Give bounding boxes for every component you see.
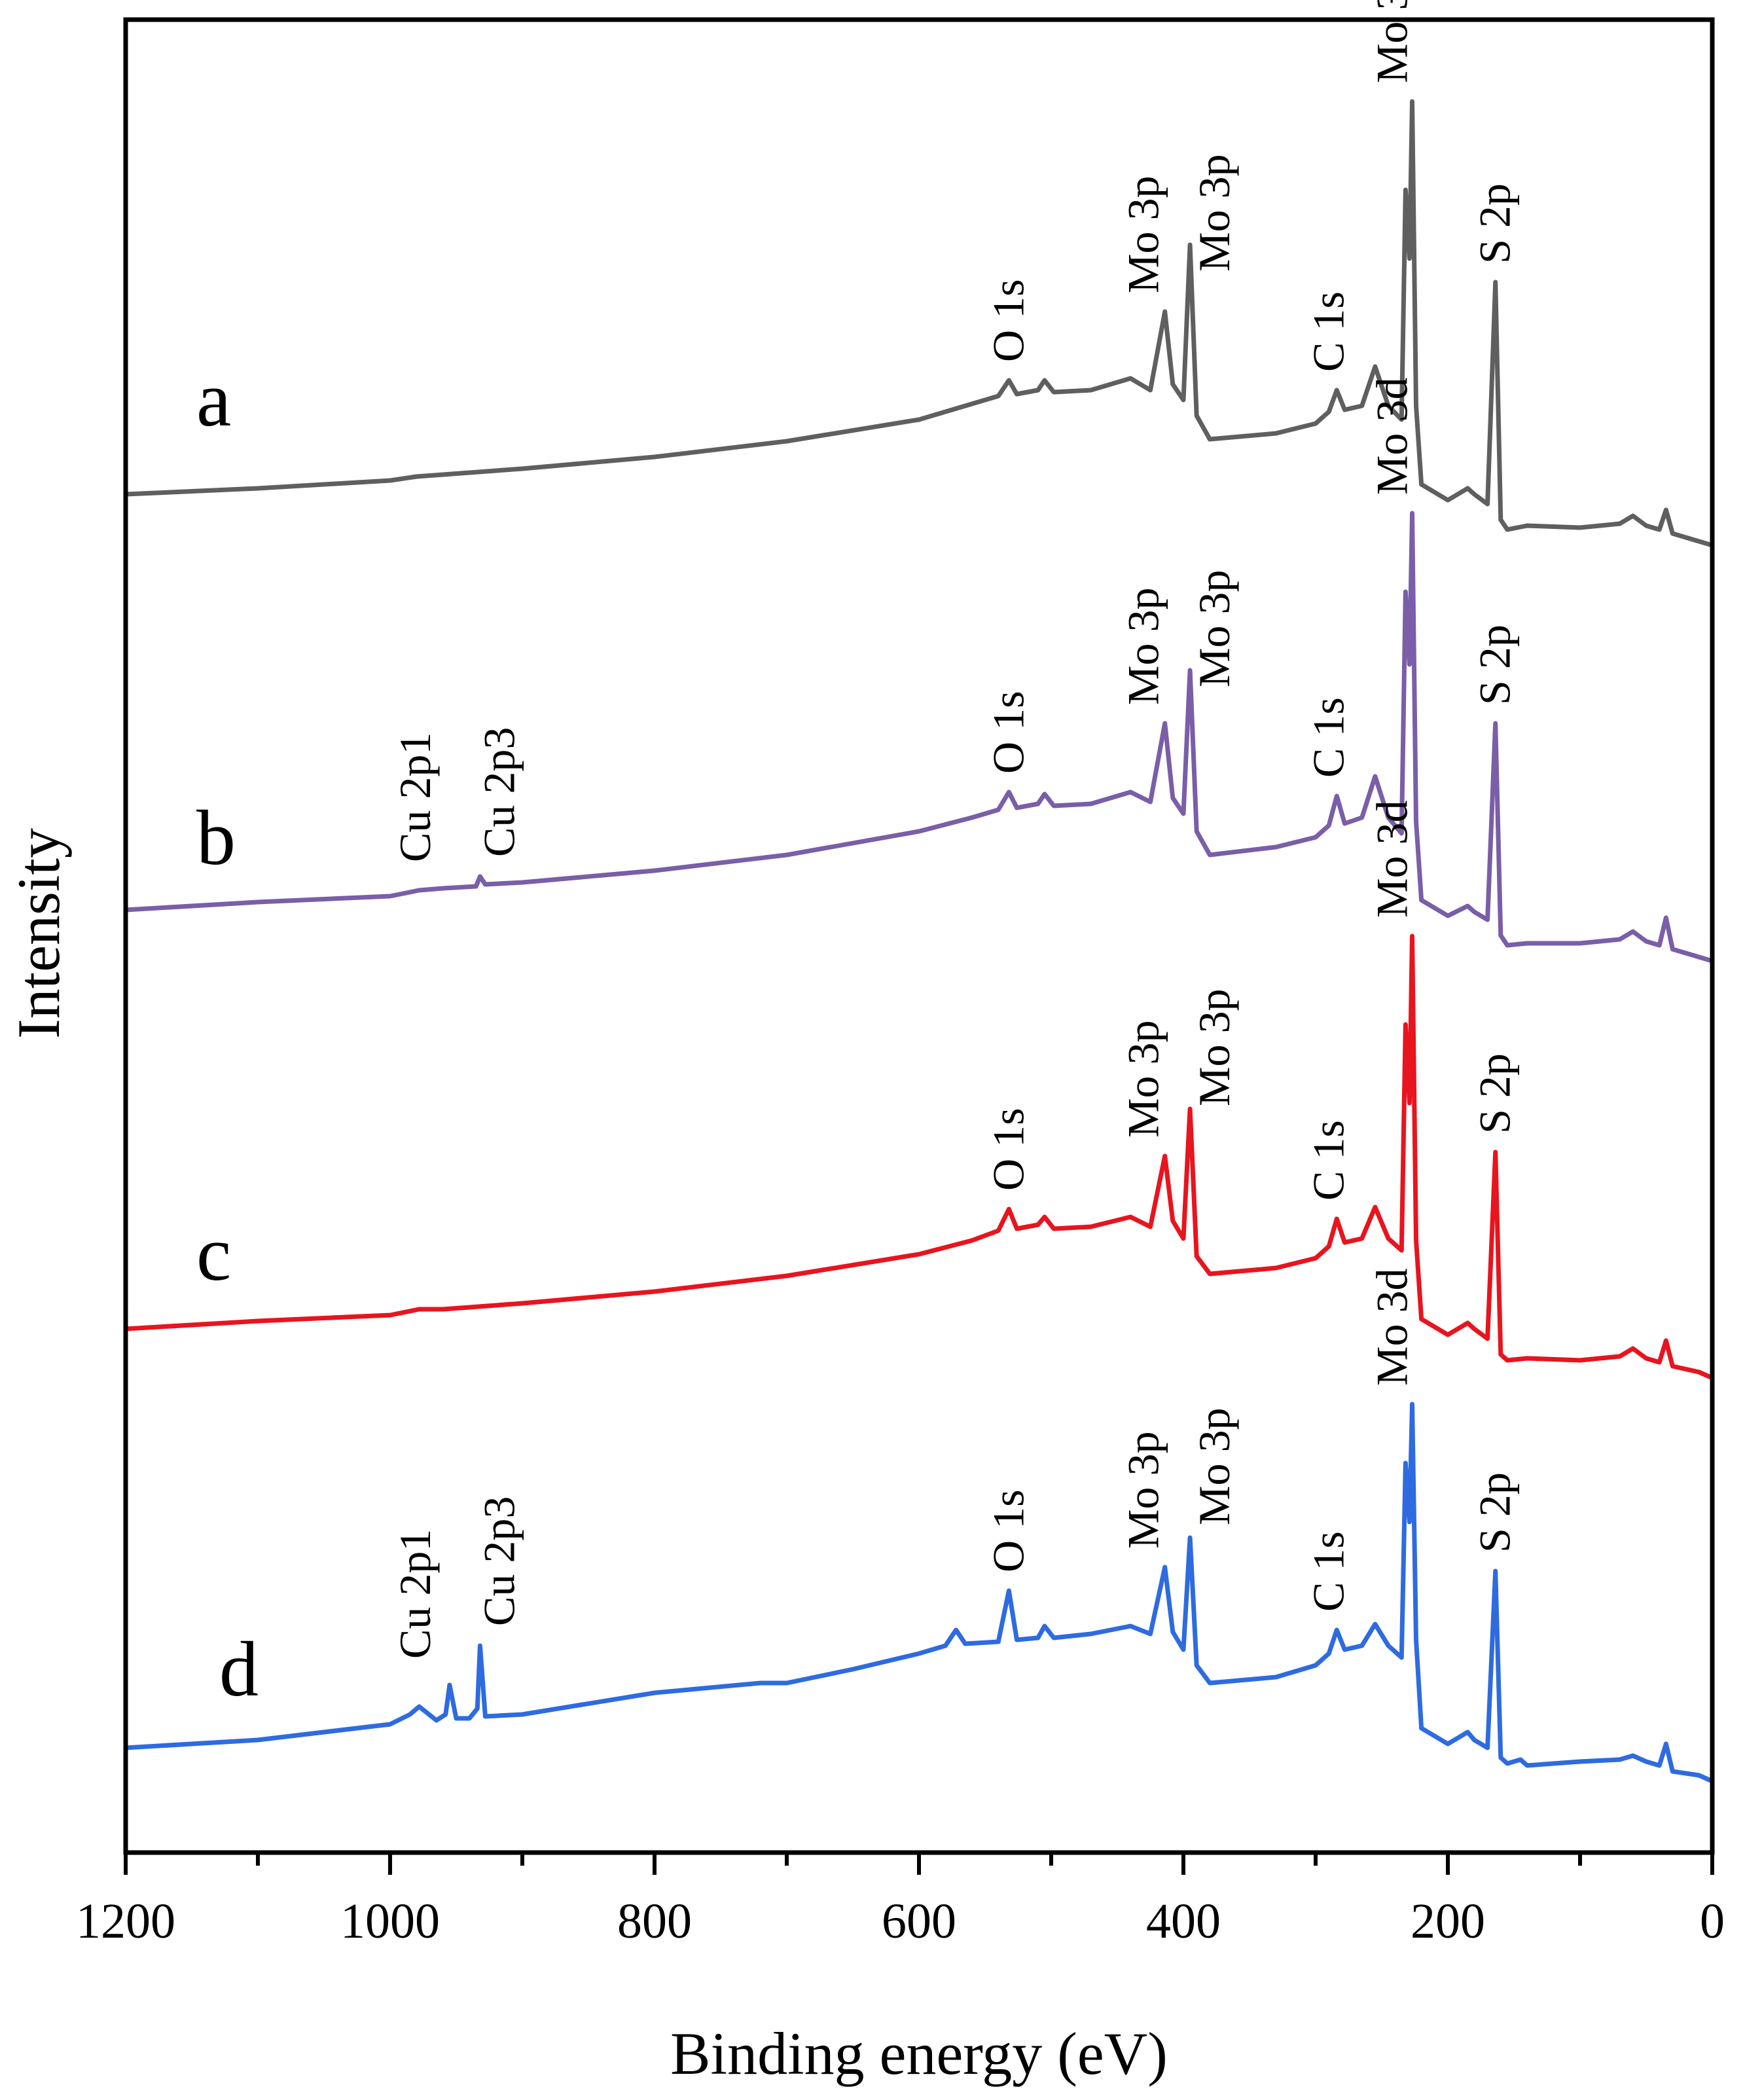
- peak-label-b: C 1s: [1303, 697, 1353, 778]
- peak-label-d: S 2p: [1470, 1472, 1520, 1553]
- x-tick-label: 1000: [340, 1894, 440, 1949]
- peak-label-d: Mo 3p: [1119, 1432, 1168, 1549]
- peak-label-c: S 2p: [1470, 1053, 1520, 1134]
- x-axis-title: Binding energy (eV): [670, 2020, 1168, 2087]
- peak-label-b: Mo 3p: [1189, 570, 1239, 687]
- peak-label-a: S 2p: [1470, 183, 1520, 264]
- series-line-d: [123, 1402, 1715, 1784]
- peak-label-b: Cu 2p1: [390, 733, 440, 862]
- peak-label-d: Mo 3d: [1367, 1269, 1417, 1386]
- axis-layer: 1200 1000 800 600 400 200 0: [76, 1853, 1725, 1949]
- x-tick-label: 400: [1146, 1894, 1221, 1949]
- x-tick-label: 200: [1411, 1894, 1485, 1949]
- series-label-b: b: [196, 794, 236, 881]
- peak-label-c: C 1s: [1303, 1120, 1353, 1201]
- series-label-c: c: [196, 1210, 231, 1297]
- series-label-a: a: [196, 355, 231, 443]
- x-tick-label: 800: [617, 1894, 692, 1949]
- peak-label-b: O 1s: [983, 691, 1033, 774]
- peak-label-a: Mo 3p: [1119, 176, 1168, 293]
- peak-label-b: Cu 2p3: [474, 727, 524, 857]
- series-line-c: [123, 933, 1715, 1381]
- peak-label-d: Cu 2p3: [474, 1496, 524, 1626]
- plot-frame: [123, 17, 1715, 1855]
- x-tick-label: 0: [1700, 1894, 1725, 1949]
- peak-annotation-layer: O 1s Mo 3p Mo 3p C 1s Mo 3d S 2p Cu 2p1 Cu 2p3 O…: [390, 0, 1520, 1659]
- peak-label-d: C 1s: [1303, 1531, 1353, 1612]
- peak-label-d: Cu 2p1: [390, 1529, 440, 1659]
- series-label-d: d: [219, 1625, 259, 1712]
- peak-label-b: Mo 3p: [1119, 588, 1168, 705]
- peak-label-a: Mo 3d: [1367, 0, 1417, 83]
- peak-label-c: O 1s: [983, 1108, 1033, 1191]
- peak-label-d: O 1s: [983, 1489, 1033, 1572]
- y-axis-title: Intensity: [5, 828, 72, 1039]
- series-layer: a b c d: [123, 99, 1715, 1784]
- peak-label-a: Mo 3p: [1189, 154, 1239, 272]
- peak-label-c: Mo 3d: [1367, 801, 1417, 918]
- series-line-a: [123, 99, 1715, 548]
- x-tick-label: 600: [882, 1894, 956, 1949]
- peak-label-c: Mo 3p: [1189, 989, 1239, 1106]
- peak-label-a: O 1s: [983, 279, 1033, 362]
- peak-label-a: C 1s: [1303, 291, 1353, 372]
- peak-label-b: Mo 3d: [1367, 378, 1417, 495]
- x-tick-label: 1200: [76, 1894, 175, 1949]
- peak-label-c: Mo 3p: [1119, 1021, 1168, 1138]
- series-line-b: [123, 511, 1715, 964]
- peak-label-d: Mo 3p: [1189, 1408, 1239, 1525]
- peak-label-b: S 2p: [1470, 625, 1520, 705]
